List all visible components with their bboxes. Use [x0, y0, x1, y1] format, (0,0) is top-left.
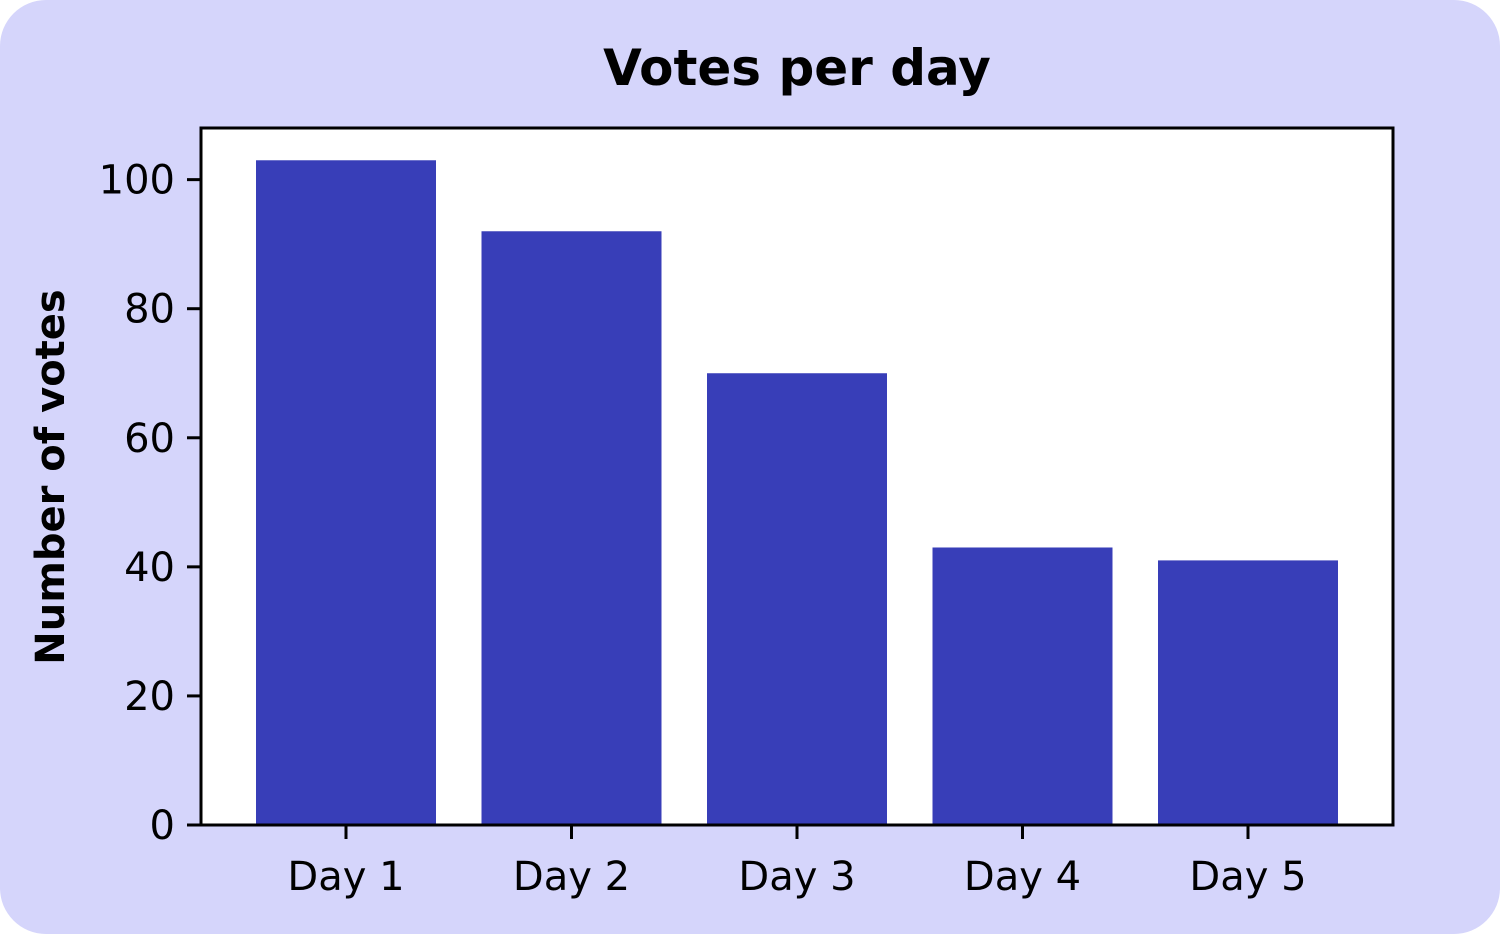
x-tick-label: Day 4	[964, 854, 1081, 900]
bar-day-5	[1158, 560, 1338, 825]
x-tick-label: Day 2	[513, 854, 630, 900]
y-tick-label: 0	[150, 803, 175, 849]
x-tick-label: Day 3	[738, 854, 855, 900]
y-tick-label: 40	[124, 545, 175, 591]
bar-day-2	[481, 231, 662, 825]
chart-title: Votes per day	[603, 39, 991, 97]
y-tick-label: 100	[99, 158, 175, 204]
bar-day-3	[707, 373, 887, 825]
bars-group	[256, 160, 1338, 825]
y-axis: 0 20 40 60 80 100	[99, 158, 201, 849]
plot-frame	[199, 126, 1395, 827]
bar-day-1	[256, 160, 436, 825]
y-axis-label: Number of votes	[28, 289, 74, 664]
x-tick-label: Day 1	[287, 854, 404, 900]
y-tick-label: 60	[124, 416, 175, 462]
x-axis: Day 1 Day 2 Day 3 Day 4 Day 5	[287, 825, 1307, 900]
y-tick-label: 80	[124, 287, 175, 333]
x-tick-label: Day 5	[1189, 854, 1306, 900]
bar-day-4	[932, 547, 1113, 825]
y-tick-label: 20	[124, 674, 175, 720]
